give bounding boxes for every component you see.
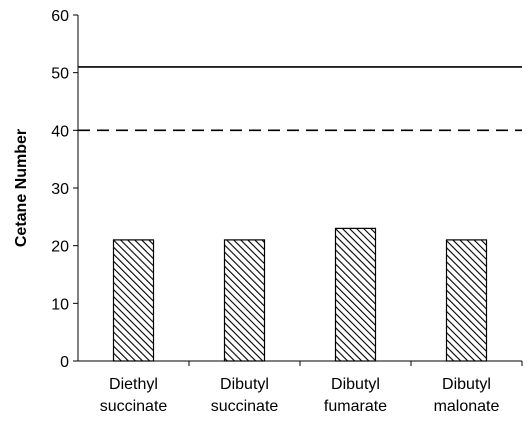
x-category-label-line: fumarate <box>324 398 387 415</box>
y-tick-label: 30 <box>51 181 69 198</box>
x-axis-labels: Diethyl succinate Dibutyl succinate Dibutyl f… <box>100 361 523 415</box>
bar <box>334 227 377 362</box>
x-category-label-line: Dibutyl <box>331 376 380 393</box>
x-category-label-line: Dibutyl <box>220 376 269 393</box>
y-tick-label: 50 <box>51 66 69 83</box>
y-axis-ticks: 0 10 20 30 40 50 60 <box>51 8 78 371</box>
bars <box>112 227 488 362</box>
x-category-label-line: malonate <box>434 398 500 415</box>
x-category-label-line: succinate <box>211 398 279 415</box>
bar <box>112 239 155 362</box>
x-category-label-line: Diethyl <box>109 376 158 393</box>
y-axis-label: Cetane Number <box>13 129 30 247</box>
y-tick-label: 60 <box>51 8 69 25</box>
x-category-label: Dibutyl fumarate <box>324 376 387 415</box>
x-category-label: Dibutyl malonate <box>434 376 500 415</box>
bar <box>445 239 488 362</box>
y-tick-label: 0 <box>60 354 69 371</box>
x-category-label: Dibutyl succinate <box>211 376 279 415</box>
x-category-label-line: Dibutyl <box>442 376 491 393</box>
y-tick-label: 20 <box>51 239 69 256</box>
x-category-label-line: succinate <box>100 398 168 415</box>
x-category-label: Diethyl succinate <box>100 376 168 415</box>
reference-lines <box>78 66 522 132</box>
y-tick-label: 10 <box>51 296 69 313</box>
y-tick-label: 40 <box>51 123 69 140</box>
bar <box>223 239 266 362</box>
